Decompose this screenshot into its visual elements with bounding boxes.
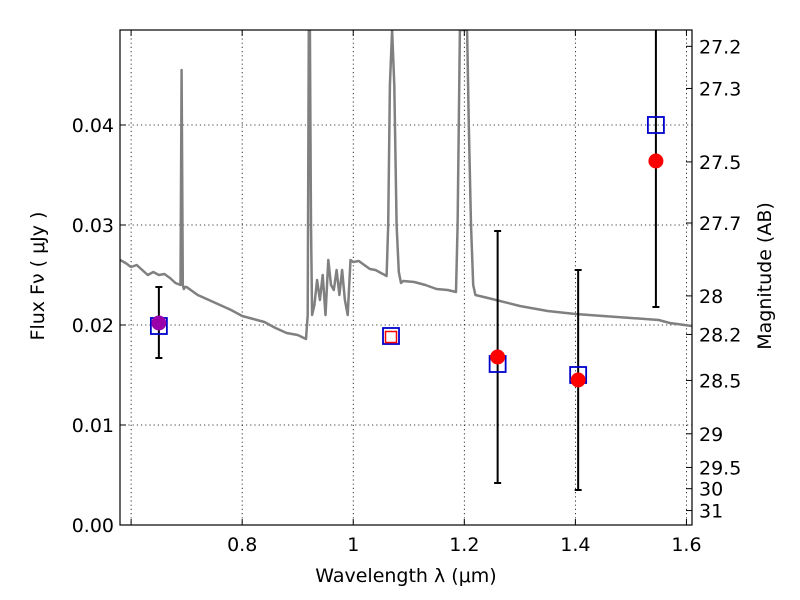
right-tick-label: 31 (699, 501, 723, 523)
y-tick-label: 0.02 (72, 315, 114, 337)
observed-upper-marker (384, 330, 398, 344)
x-tick-label: 1.4 (560, 534, 590, 556)
x-tick-label: 1.6 (671, 534, 701, 556)
model-spectrum-line (120, 30, 692, 341)
errorbar-layer (155, 30, 660, 491)
right-tick-label: 27.3 (699, 78, 741, 100)
right-tick-label: 29 (699, 424, 723, 446)
right-tick-label: 29.5 (699, 457, 741, 479)
right-tick-label: 30 (699, 479, 723, 501)
right-tick-label: 27.7 (699, 213, 741, 235)
x-tick-label: 1.2 (449, 534, 479, 556)
model-band-layer (149, 116, 665, 384)
x-tick-label: 1 (347, 534, 359, 556)
right-tick-label: 27.5 (699, 152, 741, 174)
right-axis-label: Magnitude (AB) (754, 202, 776, 350)
right-tick-label: 27.2 (699, 36, 741, 58)
grid-layer (120, 30, 692, 526)
model-band-square (647, 116, 665, 134)
x-axis-label: Wavelength λ (μm) (315, 565, 496, 587)
y-axis-label: Flux Fν ( μJy ) (27, 212, 49, 341)
observed-point (151, 315, 167, 331)
plot-frame (119, 29, 693, 526)
x-tick-label: 0.8 (227, 534, 257, 556)
x-tick-labels: 0.8 1 1.2 1.4 1.6 (227, 534, 701, 556)
observed-point (490, 349, 506, 365)
y-tick-label: 0.00 (72, 515, 114, 537)
y-tick-label: 0.03 (72, 215, 114, 237)
observed-point (570, 372, 586, 388)
right-tick-label: 28.5 (699, 370, 741, 392)
observed-point-layer (151, 153, 664, 388)
spectrum-layer (120, 30, 692, 341)
y-tick-label: 0.01 (72, 415, 114, 437)
model-band-square (382, 327, 400, 345)
y-tick-label: 0.04 (72, 115, 114, 137)
observed-point (648, 153, 664, 169)
right-tick-label: 28 (699, 286, 723, 308)
tick-layer (120, 30, 692, 526)
right-tick-label: 28.2 (699, 324, 741, 346)
y-tick-labels: 0.00 0.01 0.02 0.03 0.04 (72, 115, 114, 537)
